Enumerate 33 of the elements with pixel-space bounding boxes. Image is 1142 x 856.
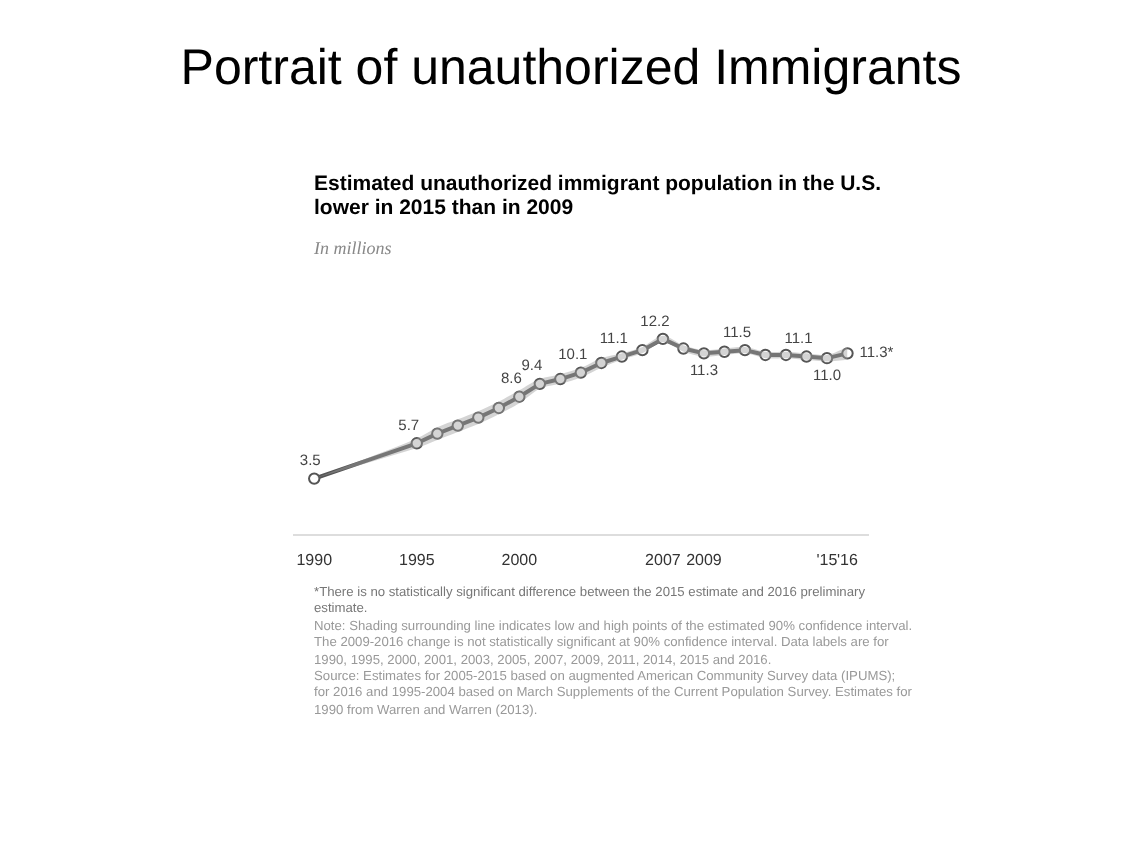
point: [595, 356, 608, 370]
x-tick-label: 2000: [501, 550, 539, 569]
point: [574, 366, 588, 379]
x-tick-label: 1990: [296, 550, 334, 569]
x-tick-label: 1995: [398, 550, 436, 569]
chart-subtitle: Estimated unauthorized immigrant population in the U.S. lower in 2015 than in 2009: [314, 172, 884, 220]
point: [615, 350, 629, 363]
point: [513, 390, 526, 403]
point: [492, 401, 506, 415]
x-tick-label: '15: [816, 550, 839, 569]
point: [697, 347, 711, 360]
point: [738, 343, 752, 357]
point: [718, 345, 731, 358]
point: [410, 437, 423, 450]
point: [554, 372, 567, 386]
point: [451, 419, 464, 432]
point: [533, 377, 547, 391]
x-tick-label: '16: [837, 550, 860, 569]
point: [636, 343, 649, 357]
x-tick-label: 2009: [686, 550, 723, 569]
point: [820, 351, 834, 365]
chart-title: Portrait of unauthorized Immigrants: [178, 40, 964, 98]
point: [308, 472, 321, 485]
x-tick-label: 2007: [645, 550, 682, 569]
y-axis-title: In millions: [314, 238, 392, 258]
point: [431, 427, 444, 440]
point: [800, 350, 813, 363]
point: [677, 342, 690, 355]
point: [779, 348, 793, 362]
point: [759, 348, 772, 362]
point: [472, 411, 485, 424]
point: [841, 347, 854, 360]
point: [656, 332, 670, 346]
